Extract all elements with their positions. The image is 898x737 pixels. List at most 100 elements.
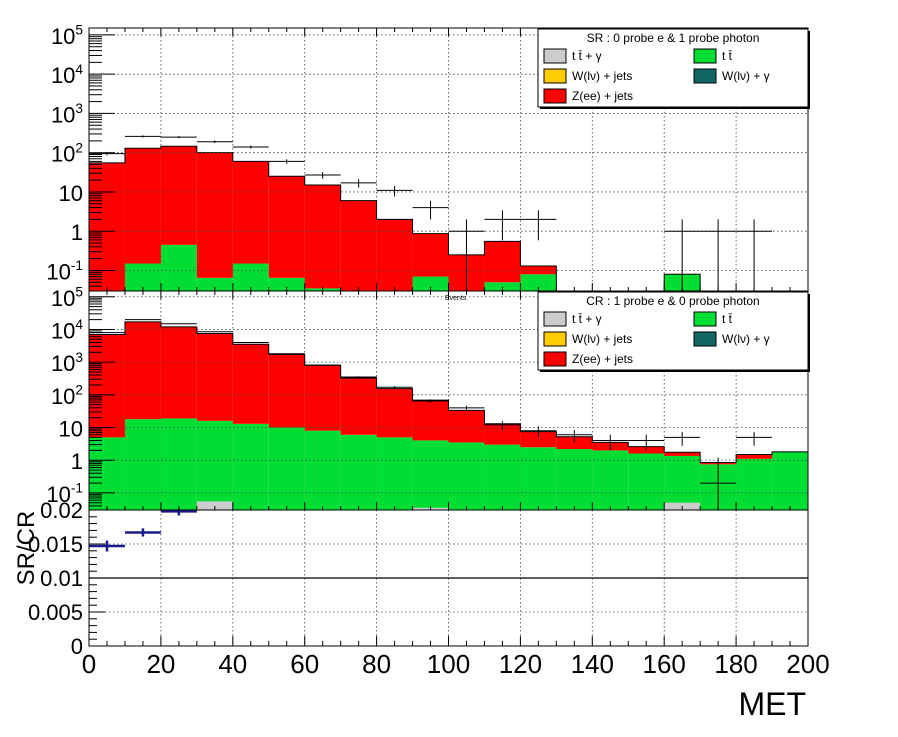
bar-series-4-bin-11 [484,241,521,283]
bar-series-4-bin-10 [448,410,485,443]
legend-swatch-3 [693,331,717,347]
x-tick-label: 120 [499,649,542,679]
bar-series-4-bin-18 [736,454,773,459]
bar-series-4-bin-13 [556,436,593,450]
bar-series-1-bin-18 [736,458,773,510]
y-tick-label: 104 [51,317,83,343]
bar-series-1-bin-7 [340,434,377,510]
bar-series-4-bin-8 [376,219,413,291]
bar-series-1-bin-6 [304,430,341,510]
y-tick-label: 10 [59,417,83,442]
panel-annotation: Events [445,295,467,302]
legend-label-4: Z(ee) + jets [572,352,633,366]
bar-series-4-bin-7 [340,378,377,435]
bar-series-1-bin-3 [196,277,233,291]
bar-series-4-bin-2 [160,146,197,245]
y-tick-label: 10 [59,181,83,206]
legend-box [537,291,809,371]
y-tick-label: 10-1 [46,258,83,284]
y-tick-label: 10-1 [46,481,83,507]
bar-series-4-bin-0 [89,334,125,438]
bar-series-1-bin-4 [232,423,269,510]
legend-label-4: Z(ee) + jets [572,89,633,103]
y-tick-label: 0.01 [40,566,83,591]
y-tick-label: 104 [51,62,83,88]
bar-series-1-bin-11 [484,444,521,510]
y-axis-label: SR/CR [13,511,40,586]
bar-series-1-bin-15 [628,453,665,510]
bar-series-1-bin-19 [772,451,808,510]
bar-series-4-bin-5 [268,176,305,278]
x-tick-label: 40 [218,649,247,679]
bar-series-1-bin-14 [592,450,629,510]
bar-series-4-bin-0 [89,162,125,291]
y-tick-label: 0 [71,634,83,659]
legend-swatch-4 [543,351,567,367]
x-axis: 0 20 40 60 80 100 120 140 160 180 200 MET [82,636,830,722]
x-tick-label: 140 [571,649,614,679]
legend-swatch-2 [543,331,567,347]
x-tick-label: 200 [786,649,829,679]
legend-label-3: W(lν) + γ [722,332,770,346]
legend-label-0: t t̄ + γ [572,312,602,326]
legend-swatch-4 [543,88,567,104]
sr-panel: 10-1 1 10 102 103 104 105 SR : 0 probe e & 1 pr… [46,23,810,292]
legend-title: SR : 0 probe e & 1 probe photon [587,31,760,45]
legend-swatch-1 [693,48,717,64]
y-tick-label: 0.02 [40,498,83,523]
bar-series-4-bin-5 [268,354,305,428]
legend-label-3: W(lν) + γ [722,69,770,83]
y-tick-label: 0.005 [28,600,83,625]
x-tick-label: 20 [146,649,175,679]
bar-series-1-bin-4 [232,263,269,291]
bar-series-1-bin-11 [484,282,521,291]
x-tick-label: 0 [82,649,96,679]
y-tick-label: 0.015 [28,532,83,557]
bar-series-4-bin-7 [340,200,377,291]
bar-series-4-bin-4 [232,344,269,424]
legend-swatch-0 [543,48,567,64]
bar-series-1-bin-3 [196,420,233,502]
bar-series-1-bin-9 [412,276,449,291]
legend-label-1: t t̄ [722,312,733,326]
y-tick-label: 105 [51,23,83,49]
bar-series-4-bin-4 [232,161,269,264]
legend-swatch-1 [693,311,717,327]
y-tick-label: 105 [51,285,83,311]
y-tick-label: 103 [51,350,83,376]
bar-series-1-bin-5 [268,277,305,291]
legend-swatch-3 [693,68,717,84]
bar-series-1-bin-9 [412,440,449,508]
bar-series-4-bin-2 [160,326,197,419]
bar-series-1-bin-1 [124,419,161,510]
bar-series-4-bin-8 [376,388,413,438]
legend-swatch-2 [543,68,567,84]
bar-series-4-bin-1 [124,148,161,264]
cr-panel: 10-1 1 10 102 103 104 105 CR : 1 probe e & 0 pr… [46,285,810,511]
bar-series-1-bin-5 [268,427,305,510]
legend-title: CR : 1 probe e & 0 probe photon [586,294,759,308]
bar-series-1-bin-10 [448,442,485,510]
bar-series-1-bin-8 [376,437,413,510]
legend-label-0: t t̄ + γ [572,49,602,63]
legend-swatch-0 [543,311,567,327]
ratio-points [89,510,197,552]
y-tick-label: 1 [71,220,83,245]
bar-series-4-bin-6 [304,184,341,289]
y-tick-label: 1 [71,449,83,474]
legend-label-2: W(lν) + jets [572,332,632,346]
bar-series-4-bin-16 [664,452,701,456]
bar-series-1-bin-12 [520,447,557,510]
bar-series-1-bin-2 [160,244,197,291]
bar-series-1-bin-13 [556,449,593,510]
bar-series-4-bin-3 [196,333,233,421]
x-axis-label: MET [738,686,806,722]
x-tick-label: 100 [427,649,470,679]
bar-series-4-bin-6 [304,365,341,431]
x-tick-label: 60 [290,649,319,679]
x-tick-label: 160 [643,649,686,679]
y-tick-label: 102 [51,383,83,409]
bar-series-1-bin-2 [160,418,197,510]
